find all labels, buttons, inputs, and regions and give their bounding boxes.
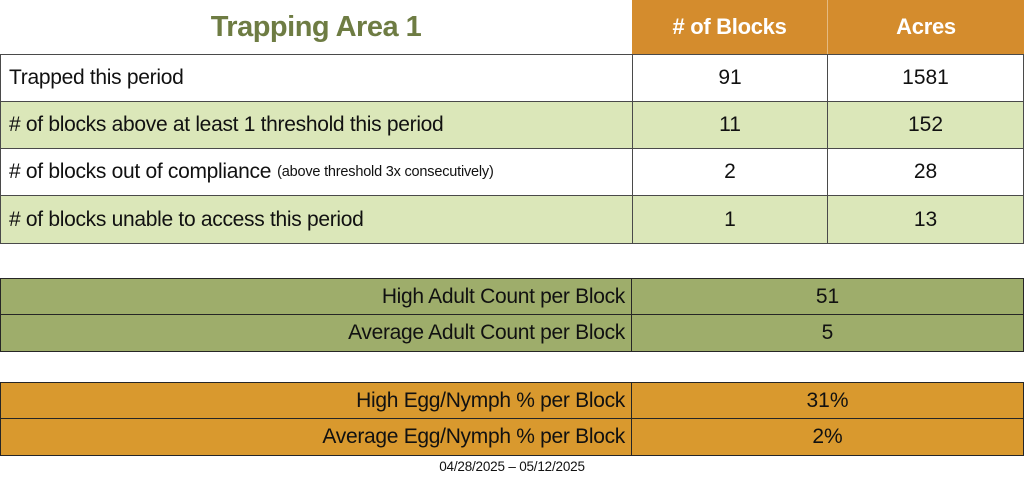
blocks-value: 2 (632, 149, 827, 195)
acres-value: 1581 (827, 55, 1023, 101)
page-title: Trapping Area 1 (210, 10, 422, 43)
summary-table-body: Trapped this period 91 1581 # of blocks … (0, 54, 1024, 244)
table-row: Average Egg/Nymph % per Block 2% (1, 419, 1023, 455)
table-row: Trapped this period 91 1581 (1, 55, 1023, 102)
acres-value: 28 (827, 149, 1023, 195)
egg-nymph-table: High Egg/Nymph % per Block 31% Average E… (0, 382, 1024, 456)
table-row: High Adult Count per Block 51 (1, 279, 1023, 315)
column-header-blocks: # of Blocks (632, 0, 827, 54)
row-note: (above threshold 3x consecutively) (277, 164, 494, 180)
blocks-value: 11 (632, 102, 827, 148)
date-range: 04/28/2025 – 05/12/2025 (439, 459, 585, 474)
row-label: High Egg/Nymph % per Block (1, 383, 632, 418)
table-row: # of blocks above at least 1 threshold t… (1, 102, 1023, 149)
row-value: 31% (806, 388, 849, 412)
row-label: Average Egg/Nymph % per Block (1, 419, 632, 455)
summary-table-header: Trapping Area 1 # of Blocks Acres (0, 0, 1024, 54)
summary-table: Trapping Area 1 # of Blocks Acres Trappe… (0, 0, 1024, 244)
column-header-acres: Acres (827, 0, 1024, 54)
acres-value: 13 (827, 196, 1023, 243)
row-label: Average Adult Count per Block (1, 315, 632, 351)
table-row: # of blocks unable to access this period… (1, 196, 1023, 243)
acres-value: 152 (827, 102, 1023, 148)
row-value: 2% (812, 425, 843, 448)
row-value: 5 (821, 321, 834, 344)
row-label: Trapped this period (9, 66, 184, 89)
blocks-value: 91 (632, 55, 827, 101)
row-label: # of blocks above at least 1 threshold t… (9, 113, 444, 136)
blocks-value: 1 (632, 196, 827, 243)
row-label: # of blocks unable to access this period (9, 207, 364, 231)
row-label: # of blocks out of compliance (9, 160, 272, 183)
table-row: # of blocks out of compliance (above thr… (1, 149, 1023, 196)
row-label: High Adult Count per Block (1, 279, 632, 314)
adult-count-table: High Adult Count per Block 51 Average Ad… (0, 278, 1024, 352)
table-row: High Egg/Nymph % per Block 31% (1, 383, 1023, 419)
table-row: Average Adult Count per Block 5 (1, 315, 1023, 351)
row-value: 51 (815, 284, 840, 308)
